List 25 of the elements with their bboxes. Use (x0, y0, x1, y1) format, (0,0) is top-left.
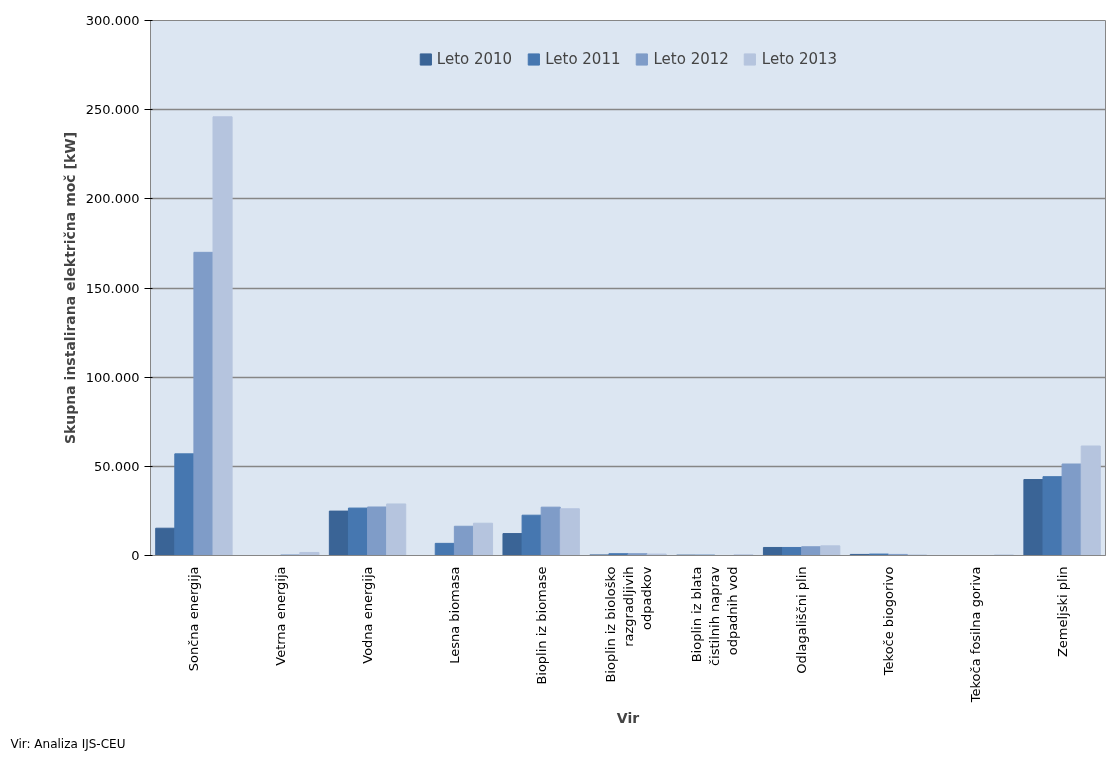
y-tick-label: 250.000 (85, 102, 140, 118)
legend-label: Leto 2010 (436, 50, 513, 68)
y-tick-label: 150.000 (85, 280, 140, 296)
x-tick-label: Bioplin iz biološko razgradljivih odpadkov (602, 566, 654, 683)
x-tick-label: Bioplin iz blata čistilnih naprav odpadnih vod (689, 566, 741, 667)
x-tick-label: Zemeljski plin (1054, 566, 1070, 658)
x-tick-label: Odlagališčni plin (794, 566, 810, 674)
y-axis-title: Skupna instalirana električna moč [kW] (61, 131, 78, 445)
x-tick-label: Vetrna energija (273, 566, 289, 666)
x-tick-label: Vodna energija (360, 566, 376, 664)
y-tick-label: 50.000 (94, 458, 140, 474)
text: Vir: Analiza IJS-CEU (10, 736, 126, 751)
x-tick-label: Bioplin iz biomase (533, 566, 549, 685)
x-tick-label: Tekoča fosilna goriva (967, 566, 983, 704)
y-tick-label: 300.000 (85, 13, 140, 28)
legend-label: Leto 2013 (761, 50, 838, 68)
y-tick-label: 100.000 (85, 369, 140, 385)
legend-label: Leto 2012 (653, 50, 729, 68)
y-tick-label: 200.000 (85, 191, 140, 207)
x-axis-title: Vir (616, 710, 640, 727)
y-tick-label: 0 (131, 548, 140, 563)
x-tick-label: Tekoče biogorivo (880, 566, 896, 677)
x-tick-label: Lesna biomasa (446, 566, 462, 664)
legend-label: Leto 2011 (545, 50, 621, 68)
x-tick-label: Sončna energija (186, 566, 202, 672)
